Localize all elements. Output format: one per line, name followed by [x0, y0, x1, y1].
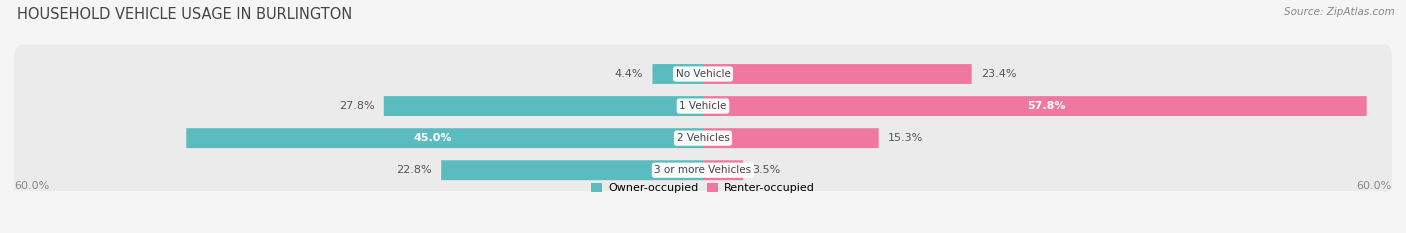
- Text: 23.4%: 23.4%: [981, 69, 1017, 79]
- Text: 2 Vehicles: 2 Vehicles: [676, 133, 730, 143]
- FancyBboxPatch shape: [703, 128, 879, 148]
- Text: No Vehicle: No Vehicle: [675, 69, 731, 79]
- Text: 15.3%: 15.3%: [887, 133, 924, 143]
- FancyBboxPatch shape: [14, 45, 1392, 103]
- Text: 57.8%: 57.8%: [1026, 101, 1066, 111]
- Text: 22.8%: 22.8%: [396, 165, 432, 175]
- FancyBboxPatch shape: [441, 160, 703, 180]
- FancyBboxPatch shape: [14, 141, 1392, 199]
- Text: 4.4%: 4.4%: [614, 69, 644, 79]
- FancyBboxPatch shape: [652, 64, 703, 84]
- Text: 45.0%: 45.0%: [413, 133, 453, 143]
- Text: 27.8%: 27.8%: [339, 101, 374, 111]
- Text: HOUSEHOLD VEHICLE USAGE IN BURLINGTON: HOUSEHOLD VEHICLE USAGE IN BURLINGTON: [17, 7, 352, 22]
- Text: 60.0%: 60.0%: [1357, 181, 1392, 191]
- Text: 3.5%: 3.5%: [752, 165, 780, 175]
- Text: 60.0%: 60.0%: [14, 181, 49, 191]
- FancyBboxPatch shape: [14, 109, 1392, 167]
- Legend: Owner-occupied, Renter-occupied: Owner-occupied, Renter-occupied: [586, 178, 820, 197]
- Text: 1 Vehicle: 1 Vehicle: [679, 101, 727, 111]
- FancyBboxPatch shape: [384, 96, 703, 116]
- FancyBboxPatch shape: [703, 64, 972, 84]
- Text: Source: ZipAtlas.com: Source: ZipAtlas.com: [1284, 7, 1395, 17]
- FancyBboxPatch shape: [14, 77, 1392, 135]
- FancyBboxPatch shape: [703, 160, 744, 180]
- Text: 3 or more Vehicles: 3 or more Vehicles: [654, 165, 752, 175]
- FancyBboxPatch shape: [703, 96, 1367, 116]
- FancyBboxPatch shape: [186, 128, 703, 148]
